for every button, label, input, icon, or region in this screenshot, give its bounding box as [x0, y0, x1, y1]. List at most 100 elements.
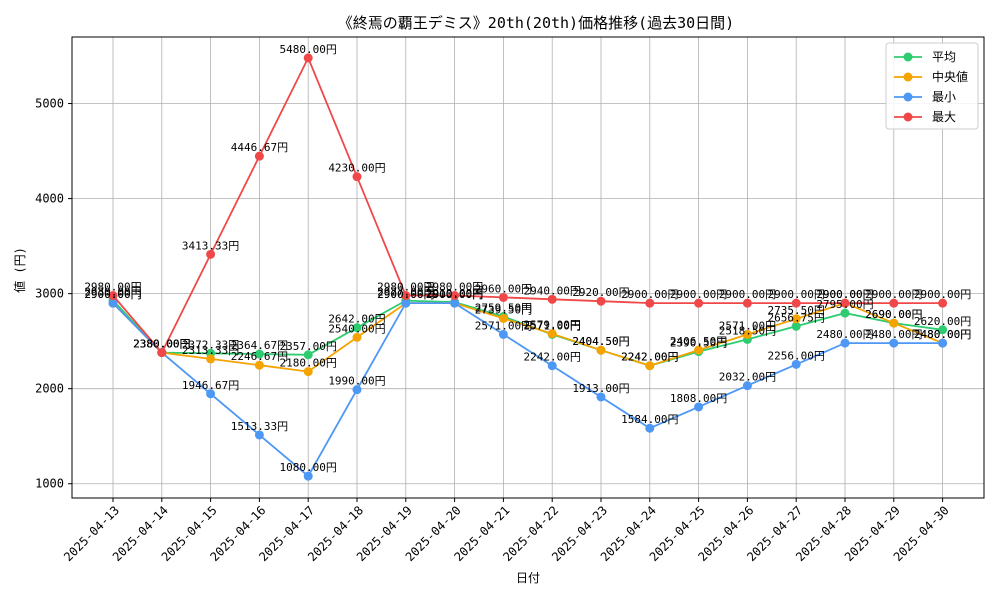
data-label: 1808.00円	[670, 392, 727, 405]
data-label: 2900.00円	[914, 288, 971, 301]
data-label: 2980.00円	[377, 281, 434, 294]
data-label: 2940.00円	[524, 284, 581, 297]
data-label: 3413.33円	[182, 239, 239, 252]
data-label: 2795.00円	[816, 298, 873, 311]
data-point	[547, 329, 557, 339]
data-label: 5480.00円	[280, 43, 337, 56]
data-label: 2900.00円	[719, 288, 776, 301]
legend-marker	[903, 52, 913, 62]
data-point	[206, 354, 216, 364]
data-label: 2380.00円	[133, 338, 190, 351]
legend-label: 最小	[932, 90, 956, 104]
y-tick-label: 5000	[35, 97, 64, 111]
data-label: 2571.00円	[719, 319, 776, 332]
data-label: 2900.00円	[816, 288, 873, 301]
data-label: 1080.00円	[280, 461, 337, 474]
data-point	[254, 360, 264, 370]
x-axis-label: 日付	[516, 571, 540, 585]
data-label: 2480.00円	[914, 328, 971, 341]
data-point	[889, 338, 899, 348]
data-label: 2480.00円	[914, 328, 971, 341]
data-point	[352, 385, 362, 395]
data-point	[352, 323, 362, 333]
data-point	[840, 308, 850, 318]
data-point	[840, 298, 850, 308]
chart-title: 《終焉の覇王デミス》20th(20th)価格推移(過去30日間)	[338, 14, 734, 32]
data-label: 2571.00円	[475, 319, 532, 332]
data-label: 2910.00円	[426, 287, 483, 300]
data-point	[645, 298, 655, 308]
data-label: 2380.00円	[133, 338, 190, 351]
data-label: 2256.00円	[768, 349, 825, 362]
data-point	[450, 298, 460, 308]
data-label: 2571.00円	[524, 319, 581, 332]
y-tick-label: 2000	[35, 382, 64, 396]
data-point	[889, 298, 899, 308]
y-axis-label: 値 (円)	[12, 247, 27, 293]
data-label: 2518.50円	[719, 324, 776, 337]
data-point	[742, 329, 752, 339]
data-point	[596, 392, 606, 402]
legend-marker	[903, 72, 913, 82]
data-point	[547, 294, 557, 304]
y-tick-label: 3000	[35, 287, 64, 301]
data-label: 2246.67円	[231, 350, 288, 363]
data-label: 2242.00円	[524, 351, 581, 364]
data-point	[547, 361, 557, 371]
data-label: 2480.00円	[816, 328, 873, 341]
data-point	[889, 318, 899, 328]
data-label: 2242.00円	[621, 351, 678, 364]
data-point	[938, 298, 948, 308]
legend-label: 中央値	[932, 69, 968, 84]
data-point	[352, 332, 362, 342]
data-label: 2735.50円	[768, 304, 825, 317]
series-line	[112, 302, 943, 478]
data-label: 2980.00円	[426, 281, 483, 294]
data-label: 2900.00円	[621, 288, 678, 301]
data-label: 1913.00円	[572, 382, 629, 395]
data-label: 2656.75円	[768, 311, 825, 324]
data-point	[498, 313, 508, 323]
data-label: 2980.00円	[84, 281, 141, 294]
data-point	[840, 338, 850, 348]
data-point	[254, 151, 264, 161]
data-label: 2900.00円	[377, 288, 434, 301]
data-label: 2380.00円	[133, 338, 190, 351]
data-label: 2900.00円	[865, 288, 922, 301]
data-label: 2900.00円	[768, 288, 825, 301]
data-label: 2960.00円	[475, 282, 532, 295]
legend-marker	[903, 92, 913, 102]
data-label: 2406.50円	[670, 335, 727, 348]
data-point	[645, 423, 655, 433]
data-point	[645, 361, 655, 371]
y-tick-label: 4000	[35, 192, 64, 206]
legend-marker	[903, 112, 913, 122]
data-point	[450, 291, 460, 301]
data-label: 2930.00円	[84, 285, 141, 298]
grid-layer	[72, 37, 984, 498]
data-point	[791, 314, 801, 324]
data-point	[352, 172, 362, 182]
data-label: 1513.33円	[231, 420, 288, 433]
data-label: 2900.00円	[816, 288, 873, 301]
data-label: 2372.33円	[182, 338, 239, 351]
data-label: 2739.50円	[475, 303, 532, 316]
data-point	[303, 471, 313, 481]
data-label: 2313.33円	[182, 344, 239, 357]
data-label: 2900.00円	[84, 288, 141, 301]
data-point	[596, 296, 606, 306]
data-point	[694, 298, 704, 308]
data-point	[206, 389, 216, 399]
data-point	[938, 338, 948, 348]
data-point	[108, 298, 118, 308]
series-line	[112, 55, 943, 355]
data-point	[938, 325, 948, 335]
data-point	[303, 367, 313, 377]
data-label: 2364.67円	[231, 339, 288, 352]
data-label: 2900.00円	[84, 288, 141, 301]
y-tick-label: 1000	[35, 477, 64, 491]
data-label: 2927.00円	[377, 286, 434, 299]
data-label: 2357.00円	[280, 340, 337, 353]
